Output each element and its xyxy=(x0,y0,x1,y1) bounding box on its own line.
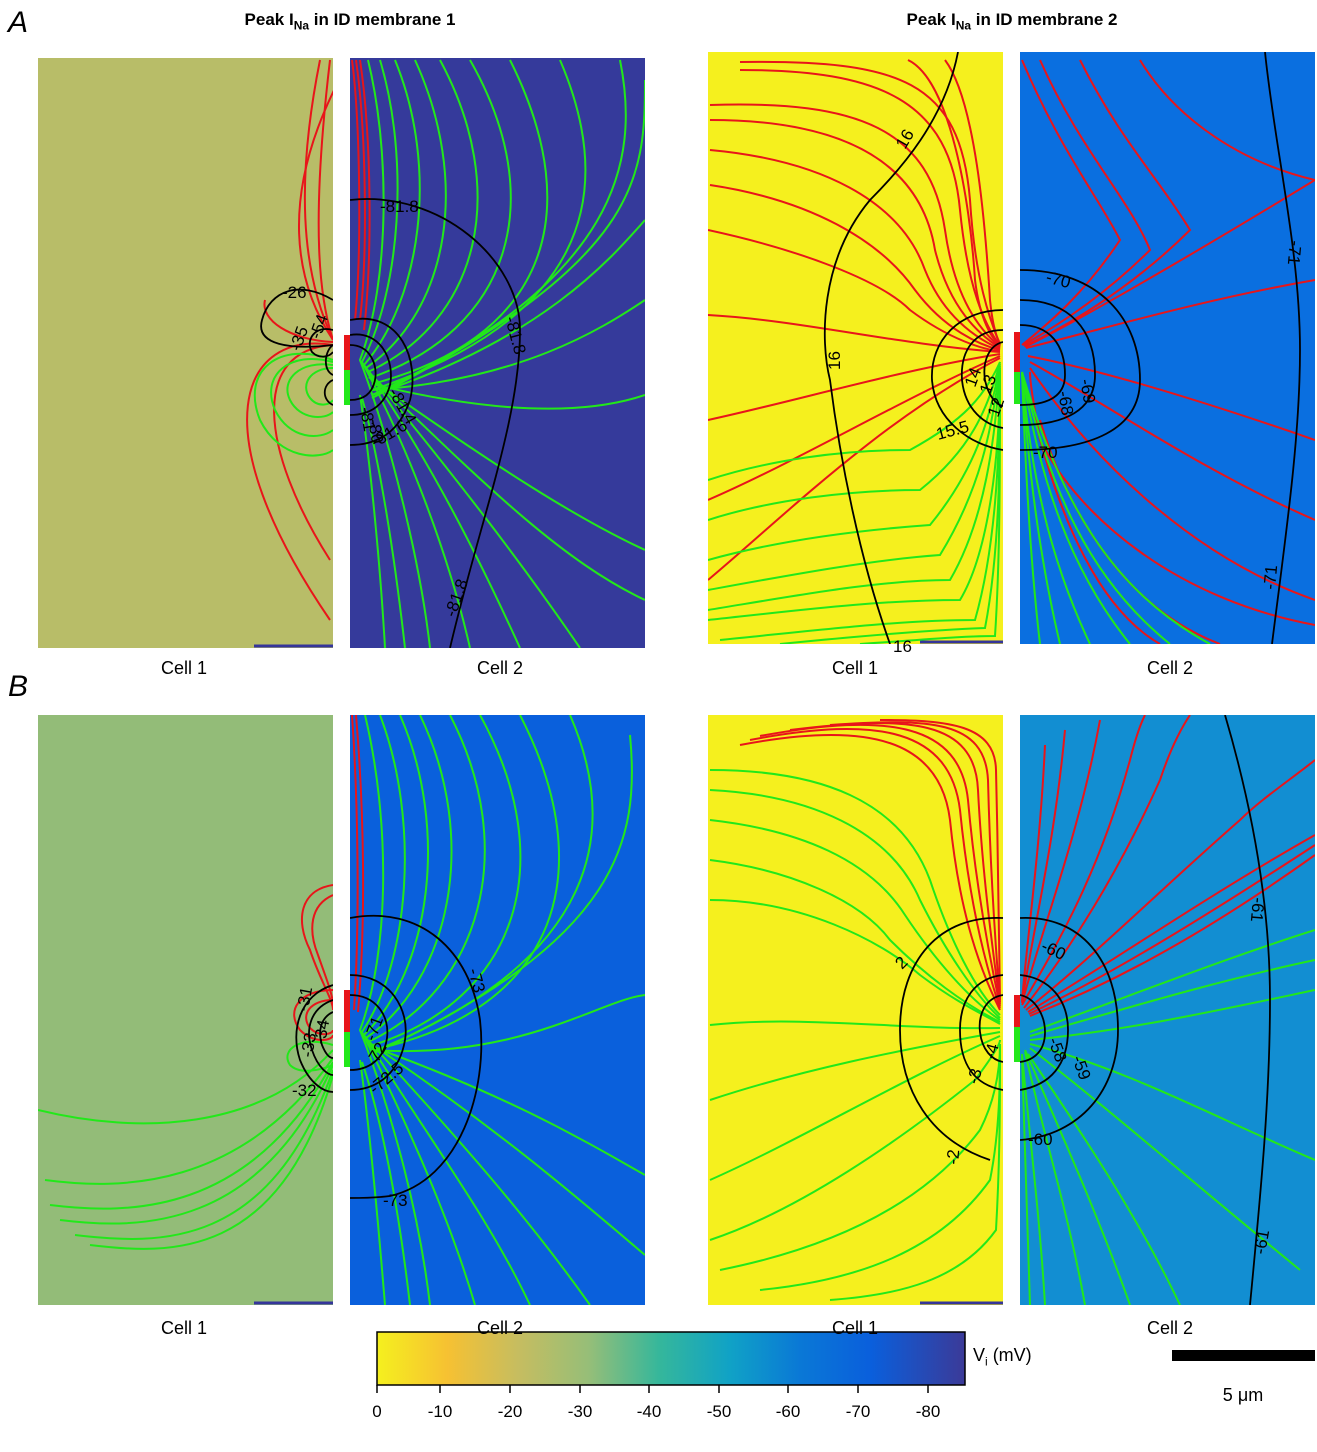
panel-b1-cell1-field xyxy=(38,715,333,1305)
contour-label: -71 xyxy=(1260,564,1281,590)
cell-label-a2-cell1: Cell 1 xyxy=(831,658,879,678)
contour-label: -60 xyxy=(1028,1130,1053,1149)
panel-letter-a: A xyxy=(8,6,29,39)
column-title-membrane-1: Peak INa in ID membrane 1 xyxy=(244,10,456,33)
contour-label: -80 xyxy=(364,417,387,445)
panel-letter-b: B xyxy=(8,670,29,703)
cell-label-a1-cell2: Cell 2 xyxy=(476,658,524,678)
colorbar-tick-label: -70 xyxy=(845,1402,871,1421)
cell-label-b2-cell2: Cell 2 xyxy=(1146,1318,1194,1338)
contour-label: -31 xyxy=(293,985,316,1013)
contour-label: -33 xyxy=(297,1031,320,1059)
contour-label: -32 xyxy=(292,1081,317,1100)
contour-label: -4 xyxy=(981,1042,1003,1062)
contour-label: -73 xyxy=(383,1191,408,1210)
column-title-membrane-2: Peak INa in ID membrane 2 xyxy=(906,10,1118,33)
panel-a2-cell2-field xyxy=(1020,52,1315,644)
colorbar-gradient xyxy=(376,1331,966,1386)
colorbar-tick-label: -80 xyxy=(915,1402,941,1421)
colorbar-tick-label: -40 xyxy=(636,1402,662,1421)
colorbar-tick-label: -30 xyxy=(567,1402,593,1421)
colorbar xyxy=(376,1331,966,1393)
contour-label: -26 xyxy=(282,283,307,302)
colorbar-tick-label: -20 xyxy=(497,1402,523,1421)
panel-b2-cell1-field xyxy=(708,715,1003,1305)
contour-label: -68 xyxy=(1054,389,1077,417)
scale-bar xyxy=(1172,1350,1315,1361)
cell-label-a1-cell1: Cell 1 xyxy=(160,658,208,678)
colorbar-label: Vi (mV) xyxy=(973,1345,1032,1369)
contour-label: -61 xyxy=(1250,1228,1273,1256)
panel-a1-cell1-field xyxy=(38,58,333,648)
panel-b2-cell2-field xyxy=(1020,715,1315,1305)
scale-bar-label: 5 μm xyxy=(1222,1385,1264,1405)
cell-label-b1-cell1: Cell 1 xyxy=(160,1318,208,1338)
panel-a-membrane-1: -26 -35 -54 -81.8 -81.8 -81.8 -81.4 -81.… xyxy=(38,58,645,648)
contour-label: -81.8 xyxy=(380,197,419,216)
contour-label: -3 xyxy=(964,1067,986,1087)
contour-label: -34 xyxy=(310,1018,333,1046)
panel-b-membrane-2: 2 -2 -3 -4 -60 -60 -61 -61 -59 -58 xyxy=(708,715,1315,1305)
colorbar-tick-label: 0 xyxy=(372,1402,382,1421)
panel-b-membrane-1: -31 -32 -33 -34 -73 -73 -72.5 -72 -71 xyxy=(38,715,645,1305)
contour-label: 16 xyxy=(893,637,912,656)
contour-label: -70 xyxy=(1033,443,1058,462)
cell-label-b1-cell2: Cell 2 xyxy=(476,1318,524,1338)
colorbar-tick-label: -60 xyxy=(775,1402,801,1421)
contour-label: -81 xyxy=(356,405,379,433)
contour-label: -61 xyxy=(1247,897,1268,923)
cell-label-a2-cell2: Cell 2 xyxy=(1146,658,1194,678)
contour-label: 16 xyxy=(825,351,844,370)
panel-a-membrane-2: 16 16 16 15.5 14 13 12 -70 -70 -71 -71 -… xyxy=(708,52,1315,656)
cell-label-b2-cell1: Cell 1 xyxy=(831,1318,879,1338)
contour-label: -71 xyxy=(1284,240,1305,266)
colorbar-tick-label: -50 xyxy=(706,1402,732,1421)
contour-label: -69 xyxy=(1076,377,1099,405)
colorbar-tick-label: -10 xyxy=(427,1402,453,1421)
contour-label: -2 xyxy=(943,1149,963,1166)
